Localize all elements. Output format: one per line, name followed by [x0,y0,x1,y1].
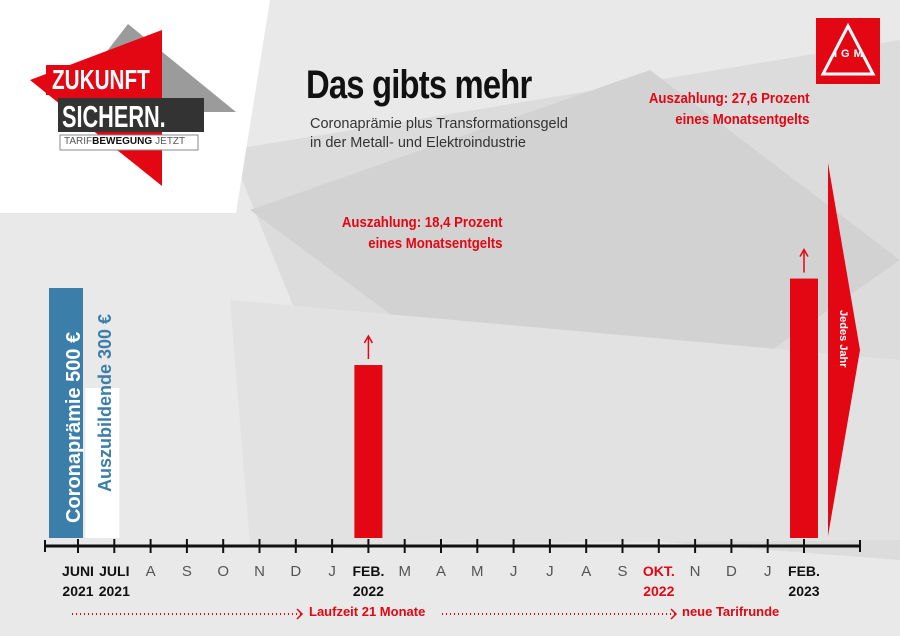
x-tick-year-label: 2022 [643,583,674,599]
logo-tagline-box [59,134,199,151]
x-tick-label: OKT. [643,563,675,579]
yearly-arrow-label: Jedes Jahr [837,310,849,368]
x-tick-label: D [726,563,737,580]
subtitle-line-2: in der Metall- und Elektroindustrie [310,135,526,151]
x-tick-label: J [510,563,518,580]
page-title: Das gibts mehr [306,63,532,107]
x-tick-label: J [764,563,772,580]
x-tick-label: N [254,563,265,580]
bar-payment [790,278,818,538]
annotation-feb-2023-line-2: eines Monatsentgelts [675,111,810,128]
x-tick-label: D [290,563,301,580]
annotation-feb-2022-line-1: Auszahlung: 18,4 Prozent [342,214,503,231]
laufzeit-label: Laufzeit 21 Monate [309,604,426,619]
logo-line-2: SICHERN. [62,99,166,134]
laufzeit-line-left-head [296,608,304,620]
x-tick-label: FEB. [788,563,820,579]
azubi-bar-label: Auszubildende 300 € [95,313,115,492]
laufzeit-line-right-head [670,608,678,620]
annotation-feb-2023-line-1: Auszahlung: 27,6 Prozent [649,90,810,107]
tarifrunde-label: neue Tarifrunde [682,604,780,619]
annotation-feb-2022: Auszahlung: 18,4 Prozent eines Monatsent… [342,212,503,254]
logo-tagline-bold: BEWEGUNG [92,136,153,147]
x-tick-year-label: 2023 [788,583,819,599]
bar-payment [354,365,383,538]
yearly-arrow [828,163,860,536]
igm-logo-text: IGM [834,48,867,60]
logo-band-2 [58,98,204,132]
logo-band-1 [46,65,162,95]
x-tick-label: S [182,563,192,580]
x-tick-label: S [617,563,627,580]
logo-tagline: TARIFBEWEGUNG JETZT [64,137,185,147]
x-tick-label: N [690,563,701,580]
x-tick-year-label: 2021 [62,583,93,599]
logo-line-1: ZUKUNFT [52,64,150,95]
x-tick-label: A [146,563,156,580]
logo-tagline-end: JETZT [155,136,186,147]
x-tick-label: A [581,563,591,580]
annotation-arrow-head [363,334,374,344]
x-tick-label: J [546,563,554,580]
x-tick-label: O [217,563,229,580]
x-tick-label: M [398,563,411,580]
logo-tagline-light: TARIF [64,136,93,147]
bar-premium [49,288,83,538]
x-tick-label: JUNI [62,563,94,579]
timeline-chart: JUNI 2021 JULI 2021 A S O N D J FEB. 2022 M A M J J A S OKT… [44,163,861,620]
x-tick-label: A [436,563,446,580]
x-tick-year-label: 2022 [353,583,384,599]
x-tick-year-label: 2021 [99,583,130,599]
corona-bar-label: Coronaprämie 500 € [63,331,85,523]
annotation-arrow-head [799,248,809,257]
subtitle-line-1: Coronaprämie plus Transformationsgeld [310,116,568,132]
x-tick-label: FEB. [352,563,384,579]
x-tick-label: JULI [99,563,129,579]
page-subtitle: Coronaprämie plus Transformationsgeld in… [310,115,610,153]
annotation-feb-2022-line-2: eines Monatsentgelts [368,235,503,252]
igm-logo-triangle [820,22,876,76]
x-tick-label: M [471,563,484,580]
bar-premium [85,388,120,538]
x-tick-label: J [328,563,336,580]
background-shape-3 [230,300,900,545]
annotation-feb-2023: Auszahlung: 27,6 Prozent eines Monatsent… [649,88,810,130]
